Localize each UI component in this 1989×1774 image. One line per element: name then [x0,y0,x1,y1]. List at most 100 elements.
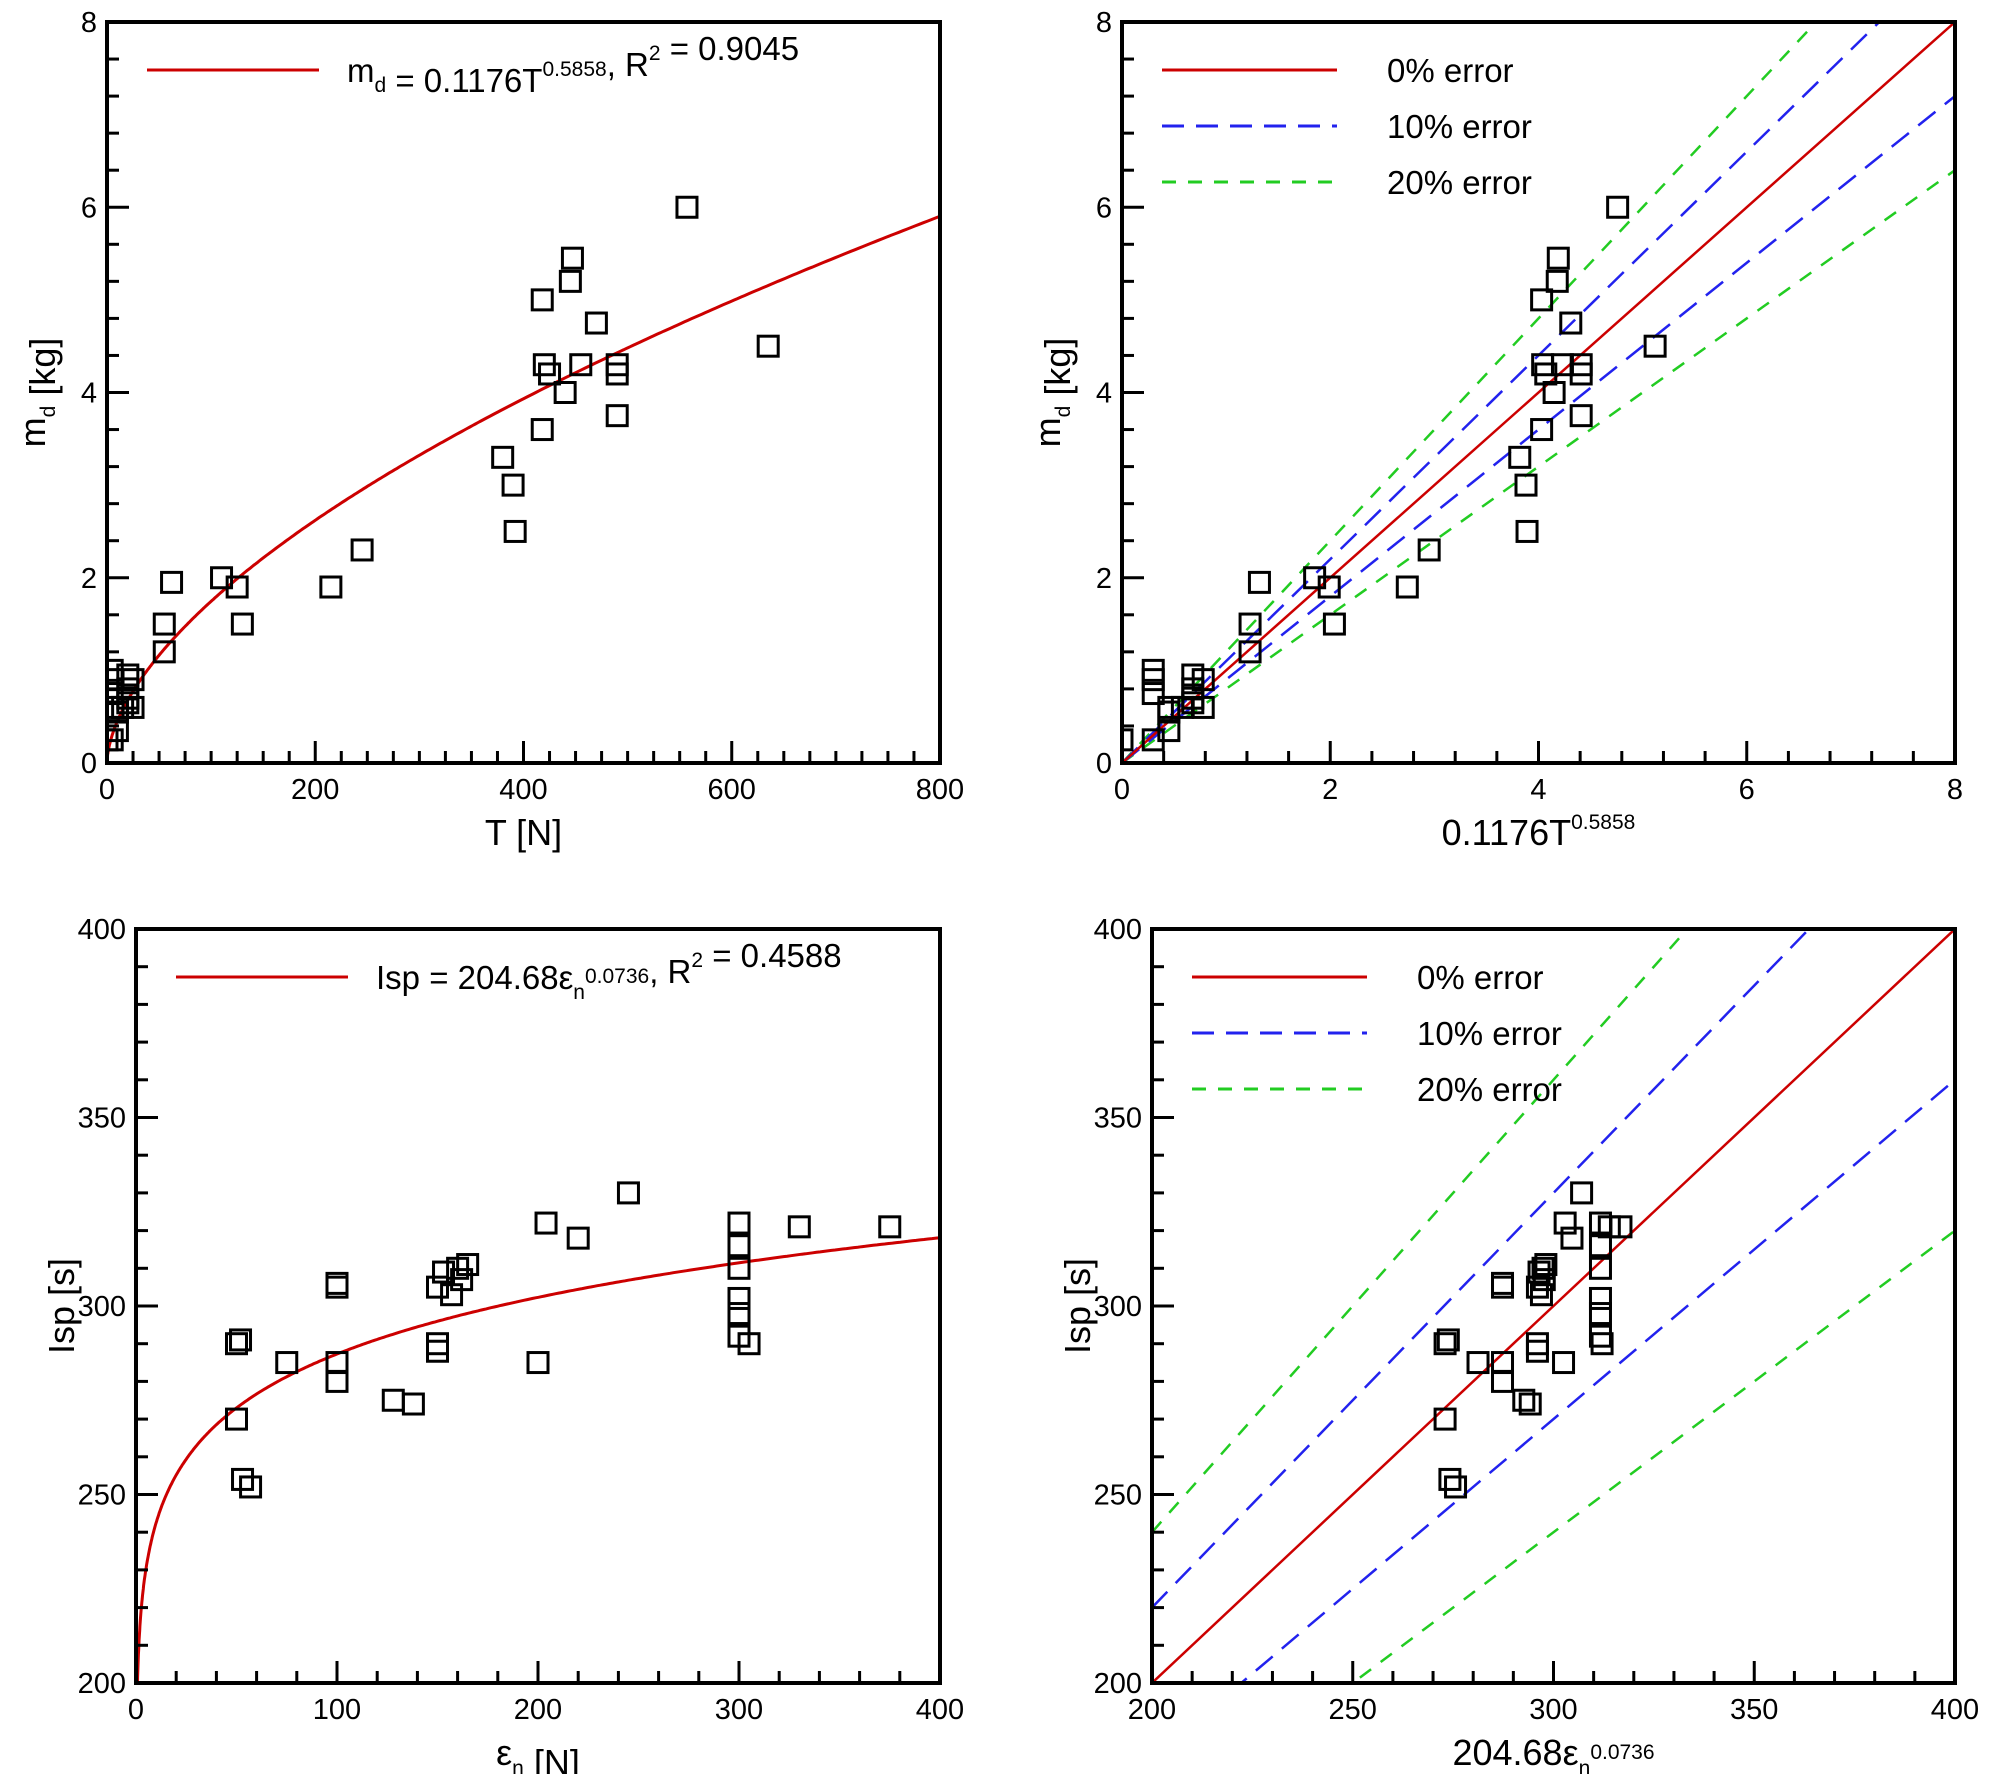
x-axis-title: T [N] [485,812,562,853]
y-tick-label: 4 [81,378,97,410]
data-point [319,575,343,599]
data-point [566,1226,590,1250]
y-tick-label: 200 [1094,1668,1142,1700]
x-tick-label: 2 [1322,774,1338,806]
y-axis-title-part: d [37,406,60,418]
legend-label-part: , R [607,46,649,83]
y-axis-title: md [kg] [1027,338,1078,448]
data-point [1317,575,1341,599]
data-point [225,1332,248,1356]
y-tick-label: 8 [81,7,97,39]
x-axis-title: εn [N] [496,1732,580,1774]
data-point [426,1332,449,1356]
x-axis-title-part: ε [496,1732,512,1773]
ten-percent-error-line [1239,1078,1955,1683]
y-tick-label: 400 [78,914,126,946]
x-tick-label: 300 [715,1694,763,1726]
x-tick-label: 4 [1530,774,1546,806]
data-point [1247,570,1271,594]
data-point [526,1351,550,1375]
data-point [558,269,582,293]
data-point [727,1211,751,1235]
y-tick-label: 2 [1096,563,1112,595]
plot-frame [1120,20,1957,765]
plot-area [1152,929,1955,1683]
y-axis-title: md [kg] [12,338,63,448]
x-axis-title: 0.1176T0.5858 [1442,811,1636,853]
data-point [1532,1268,1556,1292]
x-tick-label: 8 [1947,774,1963,806]
data-point [1588,1234,1612,1258]
plot-frame [1150,927,1957,1685]
data-point [1597,1215,1621,1239]
x-axis-title: 204.68εn0.0736 [1452,1732,1654,1774]
data-point [569,353,593,377]
twenty-percent-error-line [1152,929,1690,1534]
data-point [530,418,554,442]
data-point [239,1475,263,1499]
x-tick-label: 600 [708,774,756,806]
data-point [1436,1328,1460,1352]
y-axis-title-part: [kg] [22,338,63,406]
legend-label-part: Isp = 204.68ε [376,959,574,996]
data-point [121,695,145,719]
data-point [1545,269,1569,293]
data-point [230,612,254,636]
y-tick-label: 350 [78,1103,126,1135]
data-point [1141,658,1165,682]
legend-label: 0% error [1387,52,1514,89]
x-axis-title-part: n [512,1757,524,1774]
legend-label: 10% error [1387,108,1532,145]
x-tick-label: 250 [1329,1694,1377,1726]
data-point [1525,1332,1549,1356]
data-point [1514,473,1538,497]
x-axis-title-part: [N] [524,1742,580,1774]
legend-label: md = 0.1176T0.5858, R2 = 0.9045 [347,30,799,99]
data-point [491,445,515,469]
data-point [1553,1211,1577,1235]
data-point [152,640,176,664]
y-tick-label: 250 [78,1480,126,1512]
data-point [530,288,554,312]
legend-label-part: = 0.9045 [661,30,800,67]
data-point [1157,695,1181,719]
data-point [1546,246,1570,270]
plot-area [136,1181,940,1683]
data-point [1191,668,1215,692]
twenty-percent-error-line [1122,169,1955,763]
data-point [116,663,140,687]
x-axis-title-part: 0.1176T [1442,812,1571,853]
data-point [605,404,629,428]
data-point [225,1407,248,1431]
data-point [1444,1475,1468,1499]
data-point [1569,404,1593,428]
data-point [727,1286,751,1310]
data-point [1191,695,1215,719]
data-point [121,668,145,692]
data-point [878,1215,902,1239]
x-tick-label: 400 [499,774,547,806]
legend-label-part: 0.5858 [542,58,606,81]
legend-label-part: m [347,52,375,89]
y-axis-title-part: m [12,417,53,447]
x-tick-label: 400 [1931,1694,1979,1726]
y-tick-label: 2 [81,563,97,595]
data-point [534,1211,558,1235]
data-point [1525,1339,1549,1363]
y-tick-label: 8 [1096,7,1112,39]
data-point [426,1339,449,1363]
data-point [584,311,608,335]
plot-area [1122,22,1955,763]
y-tick-label: 350 [1094,1103,1142,1135]
y-tick-label: 4 [1096,378,1112,410]
data-point [675,195,699,219]
data-point [1530,418,1554,442]
data-point [538,362,562,386]
x-axis-title-part: T [N] [485,812,562,853]
ten-percent-error-line [1152,929,1811,1609]
y-axis-title-part: m [1027,417,1068,447]
data-point [605,362,629,386]
legend-label-part: = 0.4588 [703,937,842,974]
data-point [727,1256,751,1280]
